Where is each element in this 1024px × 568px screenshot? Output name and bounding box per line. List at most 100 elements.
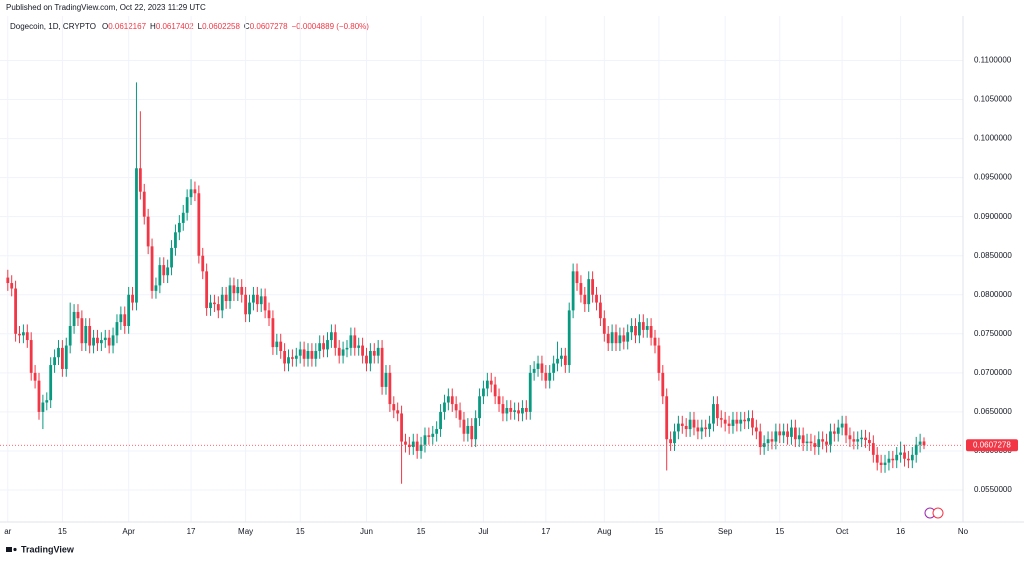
candle-body [719,418,723,420]
candle-body [18,333,21,336]
candle-body [76,311,80,319]
candle-body [536,363,540,369]
candle-body [255,294,259,305]
candle-body [326,340,329,350]
candle-body [427,435,431,437]
candle-body [641,322,645,330]
candle-body [645,326,649,330]
candle-body [669,439,672,444]
header-text: 0.0602258 [202,22,240,31]
candle-body [735,419,739,424]
candle-body [540,363,544,373]
candle-body [349,335,353,348]
candle-body [423,435,427,445]
candle-body [860,437,864,440]
y-tick-label: 0.0850000 [974,251,1012,260]
candle-body [92,337,95,346]
candle-body [910,454,914,461]
candle-body [310,350,314,359]
candle-body [610,332,614,344]
candle-body [474,418,478,440]
candle-body [517,410,520,414]
candle-body [294,355,298,359]
candle-body [127,294,131,327]
x-tick-label: Oct [836,527,849,536]
y-tick-label: 0.0550000 [974,485,1012,494]
header-text: O [102,22,108,31]
candle-body [883,462,887,465]
candle-body [762,443,766,448]
candle-body [673,431,676,444]
candle-body [291,357,294,359]
candle-body [283,350,287,364]
candle-body [602,318,606,334]
candle-body [41,402,45,412]
candle-body [626,332,630,342]
candle-body [821,439,825,442]
candle-body [790,427,793,437]
candle-body [560,355,563,359]
candle-body [322,343,325,350]
candle-body [263,296,267,311]
candle-body [622,335,626,342]
y-tick-label: 0.0700000 [974,368,1012,377]
candle-body [871,443,875,455]
candle-body [404,441,407,445]
candle-body [329,332,333,341]
candle-body [684,425,688,430]
candle-body [708,423,711,430]
candle-body [111,335,115,346]
candle-body [185,197,189,213]
candle-body [201,255,205,272]
x-tick-label: 16 [896,527,905,536]
candle-body [252,294,255,303]
header-text: C [244,22,250,31]
candle-body [852,439,856,442]
candle-body [353,335,357,348]
x-tick-label: 15 [654,527,663,536]
candle-body [704,427,708,430]
candle-body [435,429,439,434]
candle-body [419,444,423,451]
candle-body [903,452,906,459]
candle-body [829,431,832,445]
candle-body [446,396,450,403]
candle-body [400,413,403,442]
candle-body [244,294,248,315]
candle-body [614,332,618,344]
candle-body [119,314,123,323]
candle-body [392,404,396,411]
candle-body [567,310,571,366]
candle-body [37,380,41,412]
candle-body [782,431,786,436]
candle-body [918,441,922,445]
candle-body [396,410,400,414]
candle-body [528,372,532,412]
candle-body [793,427,797,440]
candle-body [275,341,279,348]
candle-body [115,322,119,336]
candle-body [287,357,290,364]
candle-body [840,423,844,428]
candle-body [696,427,700,432]
candle-body [715,404,719,419]
y-tick-label: 0.0650000 [974,407,1012,416]
candle-body [895,454,899,461]
plot-area [0,16,964,522]
header-text: 0.0612167 [108,22,146,31]
candle-body [618,335,622,344]
header-line: Dogecoin, 1D, CRYPTO O0.0612167 H0.0617402… [10,22,369,31]
candle-body [544,372,548,381]
candle-body [657,345,661,373]
x-tick-label: 17 [187,527,196,536]
candle-body [25,332,29,341]
candle-body [712,404,715,424]
x-tick-label: ar [4,527,11,536]
candle-body [267,310,271,319]
candle-body [836,427,840,434]
candle-body [532,368,536,373]
candle-body [599,302,602,319]
candle-body [817,439,821,448]
candle-body [306,350,310,359]
